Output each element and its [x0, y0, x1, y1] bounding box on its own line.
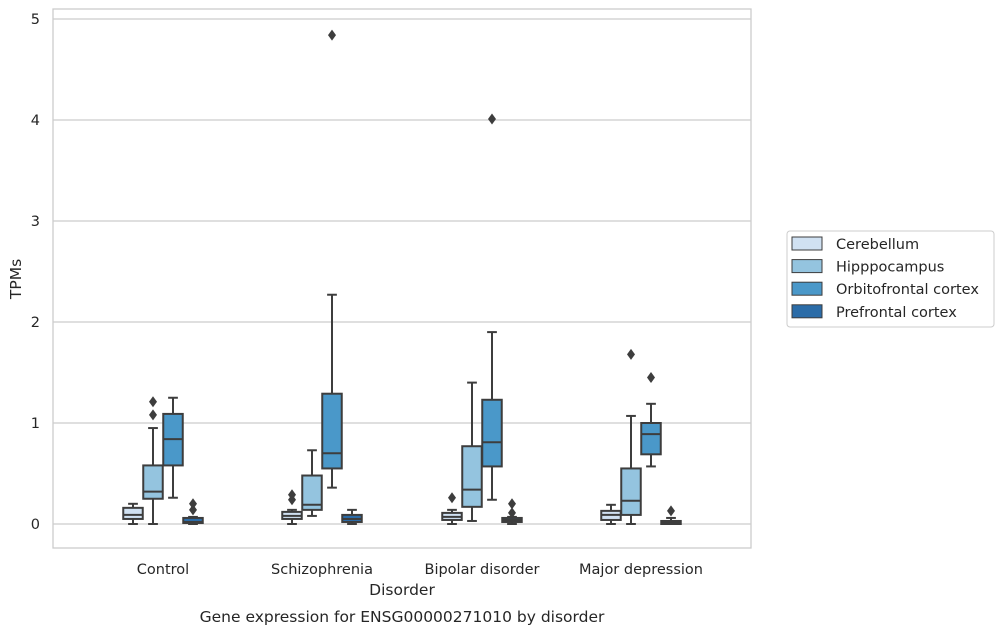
outlier-point: [488, 113, 496, 125]
y-tick-labels: 0 1 2 3 4 5: [31, 12, 40, 533]
legend-label: Orbitofrontal cortex: [836, 282, 979, 298]
legend: Cerebellum Hipppocampus Orbitofrontal cort…: [786, 230, 995, 328]
box-prefrontal-cortex: [341, 508, 363, 525]
legend-swatch: [791, 259, 823, 274]
y-tick-label: 3: [31, 214, 40, 230]
box-orbitofrontal-cortex: [162, 396, 184, 499]
legend-label: Hipppocampus: [836, 260, 944, 276]
box-prefrontal-cortex: [501, 498, 523, 525]
box-body: [142, 464, 164, 500]
legend-swatch: [791, 281, 823, 296]
box-cerebellum: [281, 489, 303, 525]
box-hipppocampus: [301, 449, 323, 517]
x-tick-label: Major depression: [579, 562, 703, 578]
x-tick-label: Control: [137, 562, 189, 578]
outlier-point: [288, 489, 296, 501]
box-body: [182, 516, 204, 524]
box-body: [122, 506, 144, 520]
box-prefrontal-cortex: [660, 505, 682, 525]
box-orbitofrontal-cortex: [481, 113, 503, 501]
y-tick-label: 5: [31, 12, 40, 28]
outlier-point: [328, 29, 336, 41]
box-hipppocampus: [620, 348, 642, 525]
x-axis-label: Disorder: [369, 581, 435, 599]
outlier-point: [667, 505, 675, 517]
box-orbitofrontal-cortex: [321, 29, 343, 489]
outlier-point: [189, 498, 197, 510]
box-body: [640, 422, 662, 456]
outlier-point: [448, 492, 456, 504]
outlier-point: [149, 409, 157, 421]
box-cerebellum: [122, 502, 144, 525]
x-tick-label: Schizophrenia: [271, 562, 373, 578]
y-tick-label: 4: [31, 113, 40, 129]
box-orbitofrontal-cortex: [640, 372, 662, 468]
box-body: [481, 398, 503, 468]
box-prefrontal-cortex: [182, 498, 204, 525]
chart-caption: Gene expression for ENSG00000271010 by d…: [200, 608, 605, 626]
box-hipppocampus: [461, 381, 483, 522]
box-hipppocampus: [142, 396, 164, 525]
outlier-point: [149, 396, 157, 408]
boxes: [122, 29, 682, 525]
box-body: [620, 467, 642, 516]
outlier-point: [627, 348, 635, 360]
y-axis-label: TPMs: [7, 259, 25, 300]
legend-label: Prefrontal cortex: [836, 305, 957, 321]
box-body: [301, 474, 323, 511]
x-tick-label: Bipolar disorder: [425, 562, 540, 578]
box-cerebellum: [441, 492, 463, 525]
outlier-point: [647, 372, 655, 384]
y-tick-label: 1: [31, 416, 40, 432]
box-cerebellum: [600, 503, 622, 525]
legend-swatch: [791, 304, 823, 319]
outlier-point: [508, 498, 516, 510]
legend-label: Cerebellum: [836, 237, 919, 253]
y-tick-label: 2: [31, 315, 40, 331]
x-tick-labels: Control Schizophrenia Bipolar disorder Majo…: [137, 562, 703, 578]
y-tick-label: 0: [31, 517, 40, 533]
outlier-point: [189, 504, 197, 516]
outlier-point: [508, 507, 516, 519]
plot-frame: [52, 8, 752, 549]
box-body: [321, 392, 343, 470]
box-body: [461, 445, 483, 508]
legend-swatch: [791, 236, 823, 251]
legend-frame: [786, 230, 995, 328]
